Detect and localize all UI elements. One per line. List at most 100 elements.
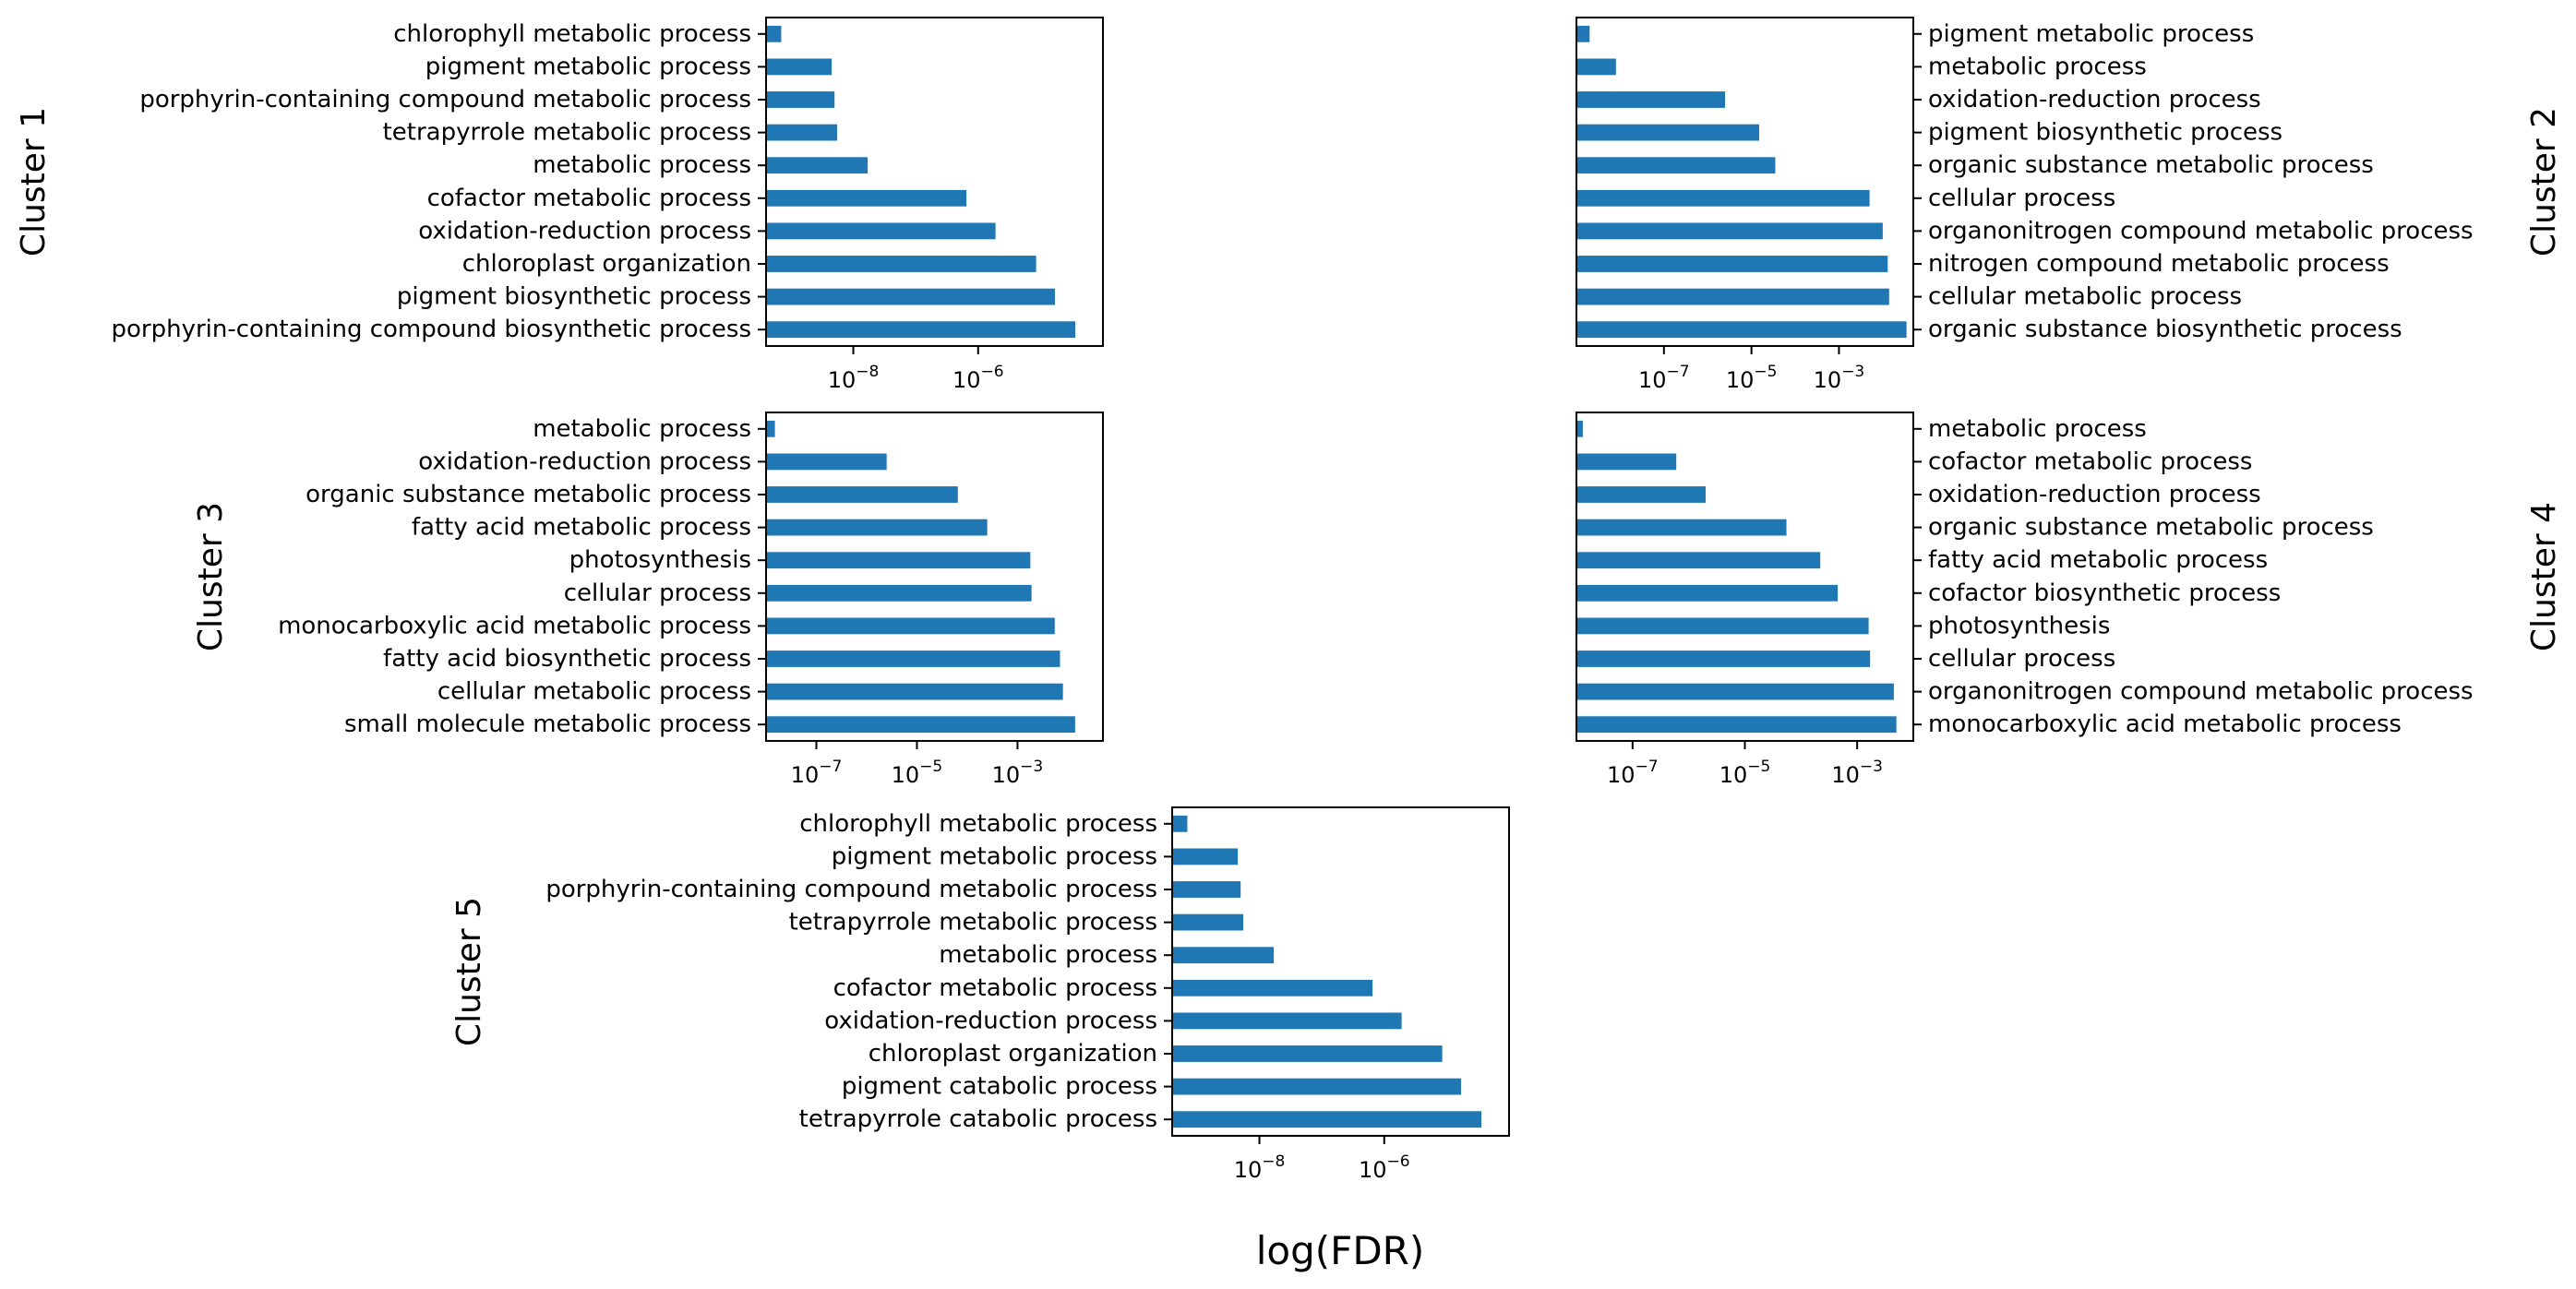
panel-4: Cluster 4 metabolic process cofactor metab… bbox=[1576, 412, 2563, 788]
bar bbox=[766, 58, 833, 76]
category-label: organic substance metabolic process bbox=[1928, 151, 2374, 179]
panel-5: Cluster 5 chlorophyll metabolic process pi… bbox=[450, 806, 1510, 1183]
category-label: porphyrin-containing compound biosynthet… bbox=[112, 316, 752, 343]
bar bbox=[766, 420, 775, 437]
bar bbox=[1576, 157, 1776, 174]
bar bbox=[1576, 716, 1897, 734]
axes-frame bbox=[765, 412, 1104, 742]
category-label: metabolic process bbox=[533, 415, 751, 443]
x-tick-label: 10−7 bbox=[1607, 758, 1659, 788]
cluster-label: Cluster 3 bbox=[192, 502, 230, 651]
cluster-label: Cluster 2 bbox=[2525, 107, 2563, 257]
panels: Cluster 1 chlorophyll metabolic process pi… bbox=[15, 17, 2563, 1183]
bar bbox=[1576, 650, 1871, 667]
category-label: pigment biosynthetic process bbox=[397, 283, 751, 311]
x-tick-label: 10−3 bbox=[1814, 363, 1865, 393]
category-label: porphyrin-containing compound metabolic … bbox=[139, 86, 751, 113]
category-label: photosynthesis bbox=[569, 546, 751, 574]
x-tick-label: 10−8 bbox=[828, 363, 880, 393]
category-label: monocarboxylic acid metabolic process bbox=[278, 612, 751, 639]
category-label: cellular process bbox=[1928, 185, 2115, 212]
x-tick-label: 10−8 bbox=[1234, 1152, 1286, 1183]
bar bbox=[1576, 189, 1870, 207]
bar bbox=[1576, 584, 1839, 602]
x-tick-label: 10−3 bbox=[992, 758, 1044, 788]
category-label: cellular metabolic process bbox=[437, 678, 751, 706]
bar bbox=[1576, 124, 1759, 141]
category-label: pigment biosynthetic process bbox=[1928, 119, 2282, 147]
bar bbox=[766, 650, 1060, 667]
bar bbox=[1576, 617, 1869, 635]
x-tick-label: 10−5 bbox=[892, 758, 943, 788]
category-label: cofactor metabolic process bbox=[833, 974, 1157, 1002]
category-label: organonitrogen compound metabolic proces… bbox=[1928, 678, 2474, 706]
category-label: oxidation-reduction process bbox=[1928, 86, 2261, 113]
bar bbox=[1576, 58, 1616, 76]
cluster-label: Cluster 4 bbox=[2525, 502, 2563, 651]
panel-2: Cluster 2 pigment metabolic process metabo… bbox=[1576, 17, 2563, 393]
category-label: chloroplast organization bbox=[462, 250, 751, 278]
category-label: photosynthesis bbox=[1928, 612, 2110, 639]
x-tick-label: 10−7 bbox=[1638, 363, 1690, 393]
category-label: organonitrogen compound metabolic proces… bbox=[1928, 217, 2474, 245]
category-label: metabolic process bbox=[1928, 415, 2147, 443]
category-label: cofactor metabolic process bbox=[427, 185, 751, 212]
bar bbox=[1576, 25, 1590, 42]
category-label: chlorophyll metabolic process bbox=[393, 20, 751, 48]
cluster-label: Cluster 1 bbox=[15, 107, 53, 257]
bar bbox=[1576, 91, 1726, 108]
bar bbox=[1172, 848, 1239, 865]
bar bbox=[766, 453, 887, 471]
bar bbox=[1172, 881, 1241, 898]
x-tick-label: 10−3 bbox=[1831, 758, 1883, 788]
category-label: oxidation-reduction process bbox=[1928, 481, 2261, 508]
category-label: monocarboxylic acid metabolic process bbox=[1928, 710, 2402, 738]
bar bbox=[766, 617, 1055, 635]
bar bbox=[1172, 1111, 1481, 1128]
category-label: metabolic process bbox=[533, 151, 751, 179]
bar bbox=[1576, 683, 1894, 700]
category-label: cellular metabolic process bbox=[1928, 283, 2242, 311]
bar bbox=[766, 256, 1036, 272]
category-label: organic substance metabolic process bbox=[306, 481, 751, 508]
category-label: chloroplast organization bbox=[869, 1040, 1157, 1068]
bar bbox=[766, 716, 1075, 734]
bar bbox=[1576, 420, 1583, 437]
bar bbox=[1172, 979, 1373, 997]
category-label: tetrapyrrole catabolic process bbox=[799, 1105, 1157, 1133]
bar bbox=[766, 288, 1055, 305]
category-label: cofactor biosynthetic process bbox=[1928, 579, 2281, 607]
category-label: small molecule metabolic process bbox=[344, 710, 751, 738]
panel-3: Cluster 3 metabolic process oxidation-redu… bbox=[192, 412, 1104, 788]
category-label: nitrogen compound metabolic process bbox=[1928, 250, 2390, 278]
x-tick-label: 10−5 bbox=[1726, 363, 1778, 393]
bar bbox=[1172, 1078, 1461, 1095]
category-label: fatty acid biosynthetic process bbox=[383, 645, 751, 673]
bar bbox=[766, 552, 1031, 569]
bar bbox=[766, 91, 835, 108]
x-tick-label: 10−5 bbox=[1719, 758, 1771, 788]
category-label: porphyrin-containing compound metabolic … bbox=[545, 876, 1157, 903]
category-label: pigment metabolic process bbox=[832, 842, 1157, 870]
category-label: oxidation-reduction process bbox=[418, 448, 751, 475]
category-label: tetrapyrrole metabolic process bbox=[789, 909, 1157, 937]
category-label: chlorophyll metabolic process bbox=[799, 810, 1157, 838]
bar bbox=[766, 486, 958, 503]
bar bbox=[1172, 1012, 1402, 1030]
bar bbox=[766, 189, 967, 207]
bar bbox=[1576, 256, 1888, 272]
panel-1: Cluster 1 chlorophyll metabolic process pi… bbox=[15, 17, 1104, 393]
bar bbox=[766, 222, 996, 240]
category-label: organic substance biosynthetic process bbox=[1928, 316, 2402, 343]
category-label: pigment metabolic process bbox=[425, 53, 751, 80]
category-label: fatty acid metabolic process bbox=[1928, 546, 2268, 574]
bar bbox=[766, 584, 1032, 602]
bar bbox=[1172, 947, 1275, 964]
cluster-label: Cluster 5 bbox=[450, 897, 488, 1046]
category-label: organic substance metabolic process bbox=[1928, 514, 2374, 542]
x-tick-label: 10−6 bbox=[1359, 1152, 1410, 1183]
bar bbox=[766, 124, 837, 141]
category-label: oxidation-reduction process bbox=[418, 217, 751, 245]
category-label: tetrapyrrole metabolic process bbox=[383, 119, 751, 147]
